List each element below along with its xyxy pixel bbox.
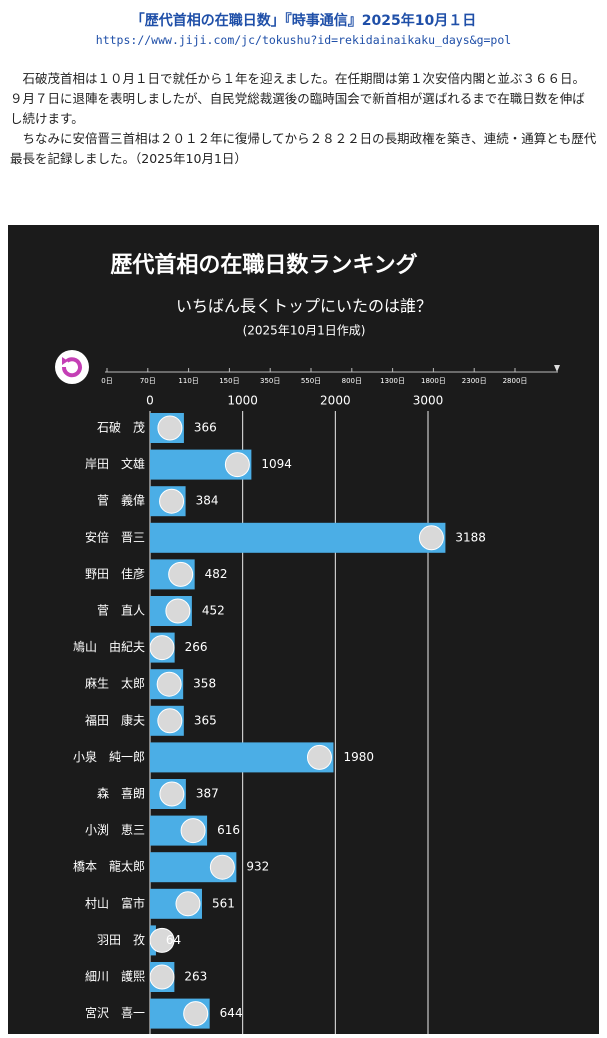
- value-label: 366: [194, 421, 217, 435]
- portrait: [180, 818, 206, 844]
- portrait: [306, 744, 332, 770]
- y-tick-label: 村山 富市: [85, 895, 145, 910]
- chart-title: 歴代首相の在職日数ランキング: [110, 252, 417, 278]
- chart-note: (2025年10月1日作成): [243, 324, 366, 338]
- portrait: [175, 891, 201, 917]
- portrait: [157, 415, 183, 441]
- value-label: 358: [193, 677, 216, 691]
- replay-button[interactable]: [55, 350, 89, 384]
- slider-label: 1300日: [380, 377, 405, 385]
- y-tick-label: 宮沢 喜一: [85, 1005, 145, 1020]
- y-tick-label: 小渕 恵三: [85, 823, 145, 837]
- header-url: https://www.jiji.com/jc/tokushu?id=rekid…: [95, 33, 512, 47]
- portrait: [418, 525, 444, 551]
- slider-label: 2300日: [462, 377, 487, 385]
- bar: [150, 522, 446, 553]
- value-label: 64: [166, 933, 181, 947]
- value-label: 932: [246, 860, 269, 874]
- value-label: 616: [217, 823, 240, 837]
- y-tick-label: 野田 佳彦: [85, 566, 145, 581]
- paragraph: 石破茂首相は１０月１日で就任から１年を迎えました。在任期間は第１次安倍内閣と並ぶ…: [10, 71, 586, 126]
- y-tick-label: 石破 茂: [97, 420, 145, 435]
- slider-label: 800日: [342, 377, 362, 385]
- y-tick-label: 森 喜朗: [97, 786, 145, 801]
- y-tick-label: 橋本 龍太郎: [73, 859, 145, 874]
- bar: [150, 742, 334, 773]
- replay-icon: [61, 357, 82, 378]
- y-tick-label: 福田 康夫: [85, 712, 145, 727]
- chart-panel: 歴代首相の在職日数ランキング いちばん長くトップにいたのは誰？ (2025年10…: [8, 225, 599, 1038]
- y-tick-label: 菅 直人: [97, 604, 145, 618]
- x-tick-label: 1000: [227, 394, 258, 408]
- value-label: 452: [202, 604, 225, 618]
- header-title: 「歴代首相の在職日数」『時事通信』2025年10月１日: [130, 13, 477, 29]
- slider-label: 1800日: [421, 377, 446, 385]
- value-label: 1980: [343, 750, 374, 764]
- portrait: [159, 781, 185, 807]
- value-label: 263: [184, 970, 207, 984]
- slider-label: 350日: [260, 377, 280, 385]
- portrait: [157, 708, 183, 734]
- slider-label: 2800日: [503, 377, 528, 385]
- chart: 歴代首相の在職日数ランキング いちばん長くトップにいたのは誰？ (2025年10…: [8, 225, 599, 1034]
- portrait: [168, 561, 194, 587]
- y-tick-label: 細川 護熙: [85, 969, 145, 984]
- portrait: [156, 671, 182, 697]
- x-tick-label: 0: [146, 394, 154, 408]
- portrait: [149, 635, 175, 661]
- value-label: 1094: [261, 457, 292, 471]
- portrait: [165, 598, 191, 624]
- paragraph: ちなみに安倍晋三首相は２０１２年に復帰してから２８２２日の長期政権を築き、連続・…: [10, 131, 597, 166]
- y-tick-label: 菅 義偉: [97, 493, 145, 508]
- y-tick-label: 麻生 太郎: [85, 676, 145, 691]
- value-label: 482: [205, 567, 228, 581]
- y-tick-label: 羽田 孜: [97, 933, 145, 947]
- slider-label: 550日: [301, 377, 321, 385]
- value-label: 384: [196, 494, 219, 508]
- portrait: [209, 854, 235, 880]
- portrait: [224, 452, 250, 478]
- slider-label: 110日: [178, 377, 198, 385]
- y-tick-label: 安倍 晋三: [85, 529, 145, 544]
- y-tick-label: 鳩山 由紀夫: [73, 640, 145, 654]
- value-label: 3188: [455, 530, 486, 544]
- value-label: 365: [194, 713, 217, 727]
- portrait: [149, 964, 175, 990]
- x-tick-label: 2000: [320, 394, 351, 408]
- value-label: 266: [185, 640, 208, 654]
- slider-handle[interactable]: [554, 365, 560, 372]
- portrait: [149, 927, 175, 953]
- slider-label: 0日: [101, 377, 112, 385]
- chart-background: [8, 225, 599, 1034]
- slider-label: 150日: [219, 377, 239, 385]
- portrait: [183, 1001, 209, 1027]
- value-label: 644: [220, 1006, 243, 1020]
- slider-label: 70日: [140, 377, 156, 385]
- chart-subtitle: いちばん長くトップにいたのは誰？: [176, 297, 432, 316]
- value-label: 561: [212, 896, 235, 910]
- y-tick-label: 岸田 文雄: [85, 456, 145, 471]
- portrait: [159, 488, 185, 514]
- x-tick-label: 3000: [413, 394, 444, 408]
- page: 「歴代首相の在職日数」『時事通信』2025年10月１日 https://www.…: [0, 10, 607, 1034]
- replay-arrow: [62, 357, 68, 365]
- y-tick-label: 小泉 純一郎: [73, 750, 145, 764]
- value-label: 387: [196, 787, 219, 801]
